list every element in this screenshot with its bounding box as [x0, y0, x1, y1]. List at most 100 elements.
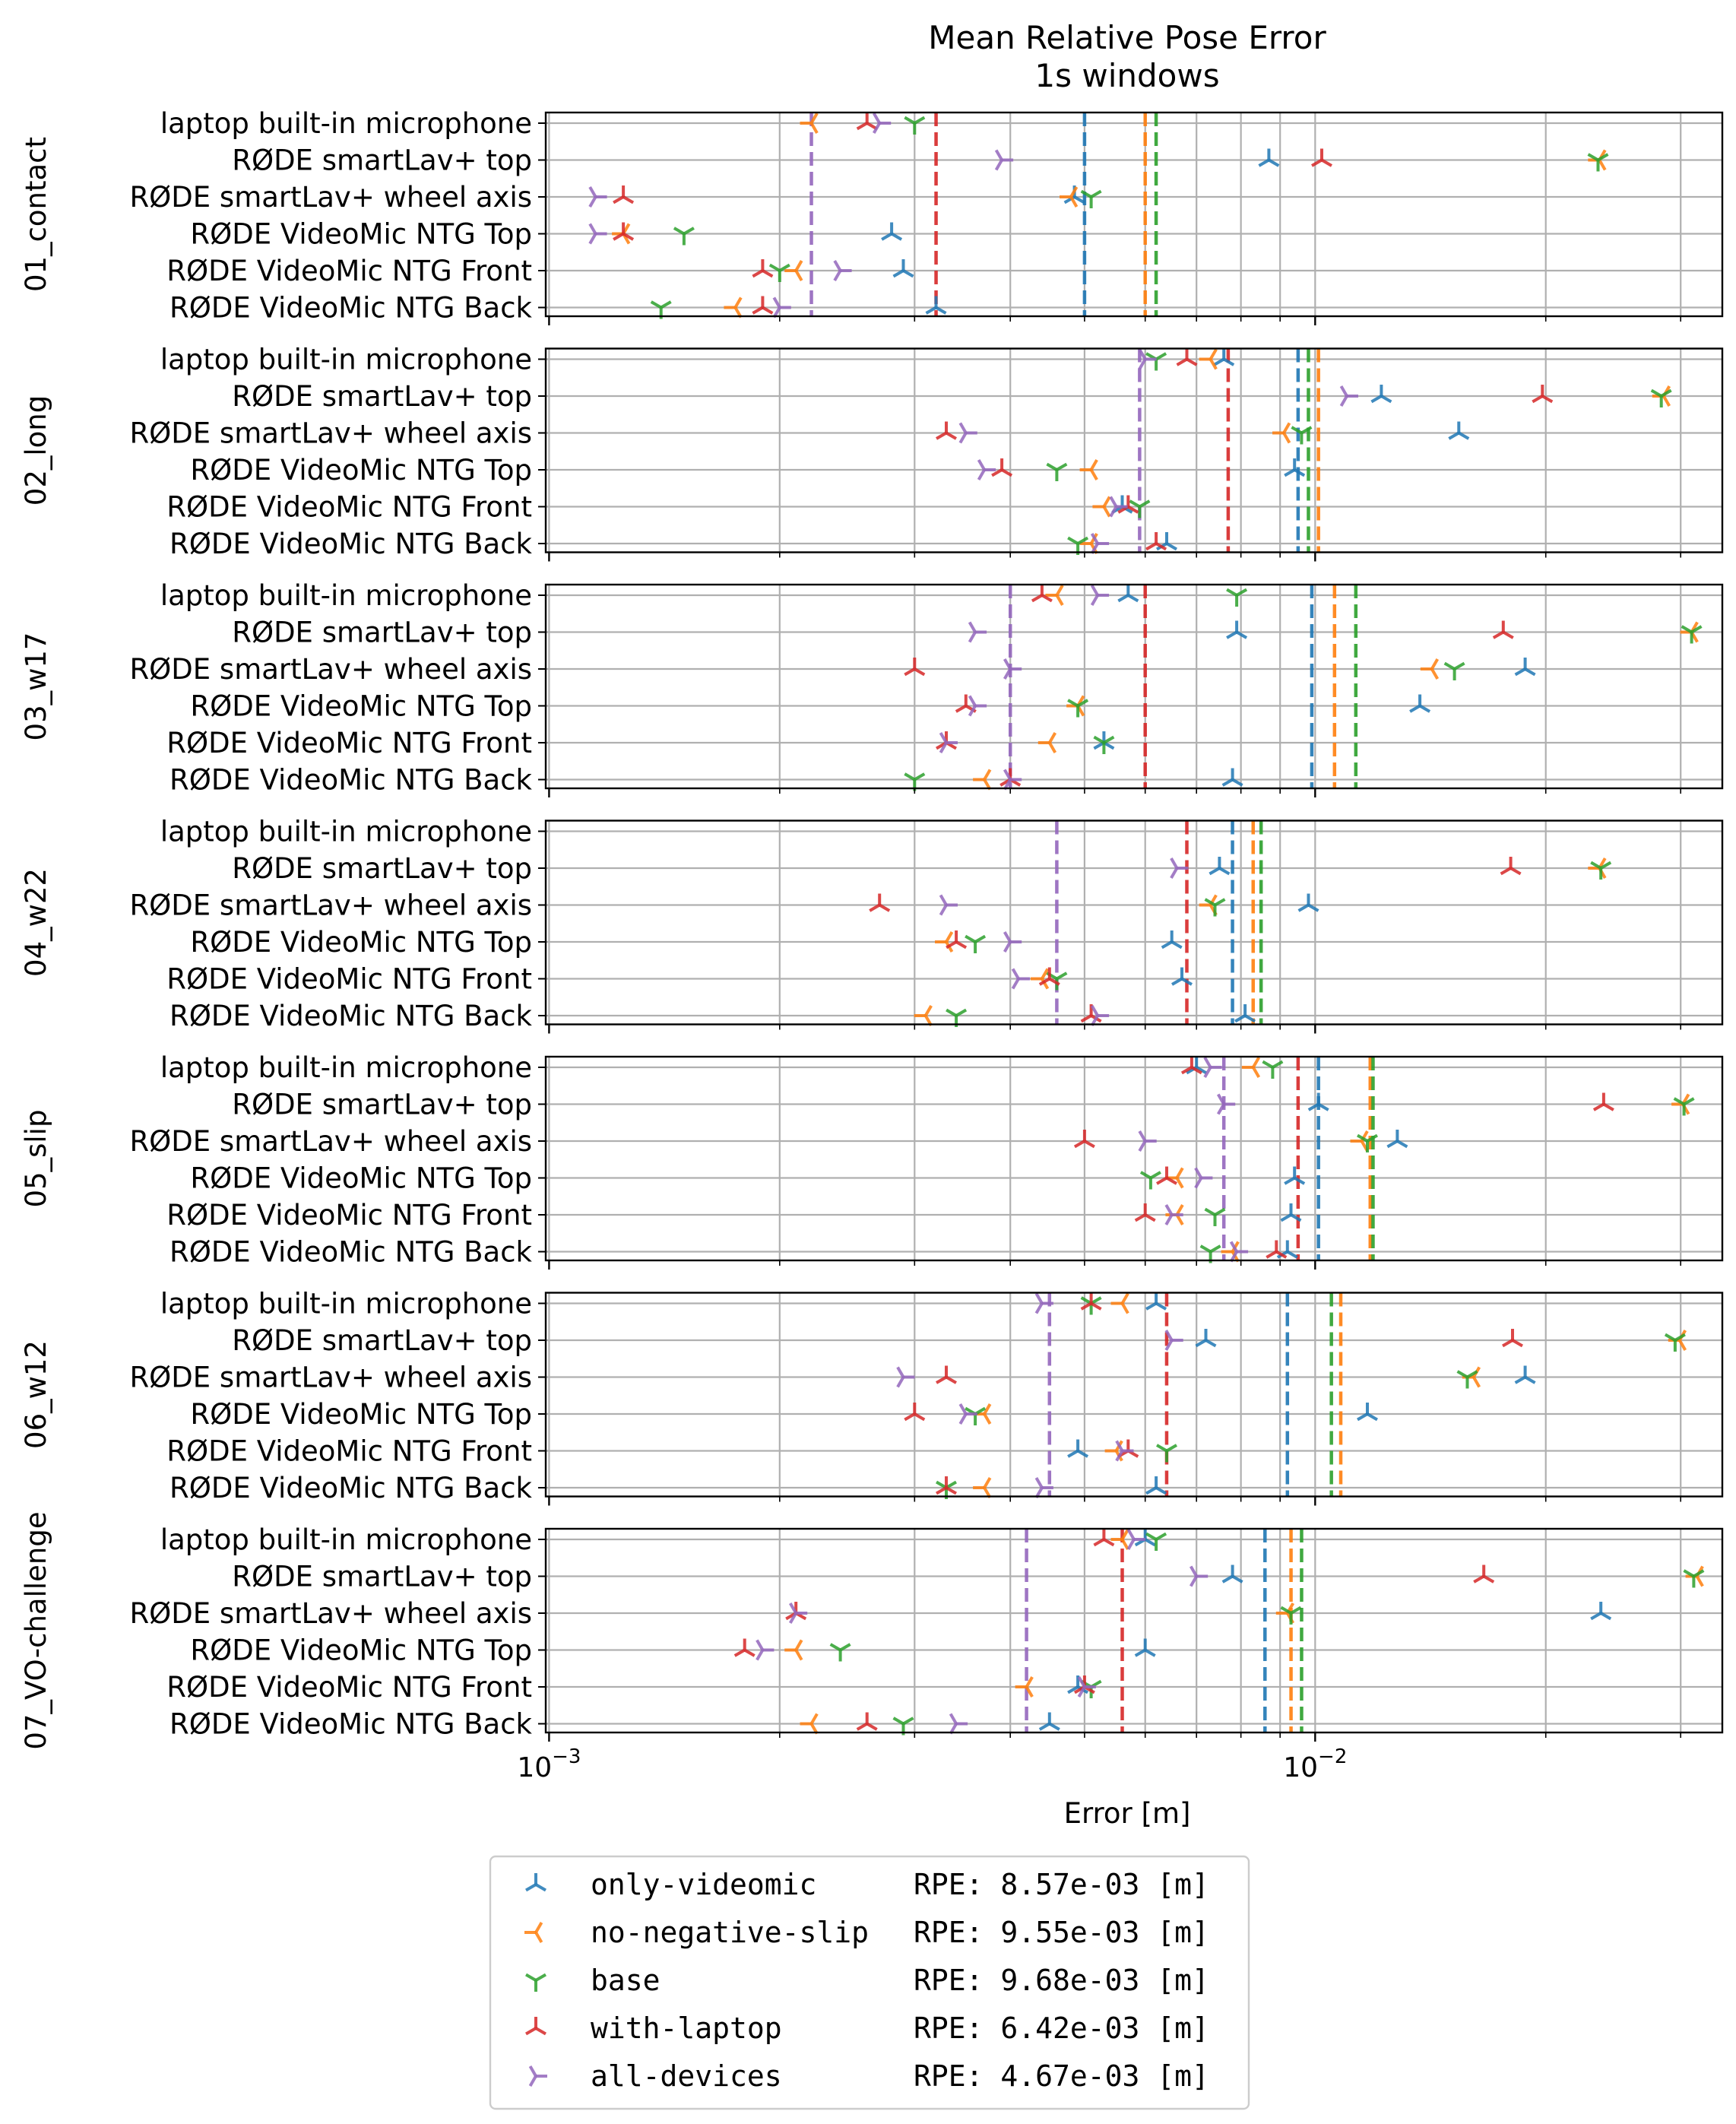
point-only-videomic: [1280, 1203, 1302, 1222]
point-with-laptop: [1176, 347, 1198, 366]
y-tick-label: RØDE VideoMic NTG Back: [169, 1708, 533, 1741]
y-tick-label: laptop built-in microphone: [160, 1051, 532, 1084]
point-all-devices: [1170, 858, 1189, 879]
y-tick-label: RØDE VideoMic NTG Front: [166, 1199, 532, 1232]
y-tick-label: RØDE smartLav+ top: [232, 852, 532, 885]
point-with-laptop: [946, 930, 968, 949]
point-all-devices: [1138, 1130, 1157, 1152]
point-all-devices: [994, 149, 1014, 171]
point-with-laptop: [1500, 857, 1522, 876]
x-tick-label: 10−3: [517, 1745, 581, 1783]
chart-title: Mean Relative Pose Error: [928, 19, 1326, 56]
point-all-devices: [1194, 1167, 1213, 1189]
group-label: 04_w22: [20, 868, 52, 977]
point-with-laptop: [936, 1365, 957, 1384]
point-all-devices: [872, 113, 892, 134]
panel-frame: [544, 1055, 1724, 1262]
point-only-videomic: [1213, 347, 1235, 366]
point-only-videomic: [1284, 1166, 1306, 1185]
point-base: [768, 263, 790, 282]
point-only-videomic: [1209, 857, 1231, 876]
point-base: [1291, 426, 1313, 445]
panel-06_w12: laptop built-in microphone RØDE smartLav+…: [20, 1288, 1724, 1506]
point-base: [1080, 1296, 1102, 1315]
legend-label: all-devices: [591, 2059, 782, 2093]
panel-frame: [544, 347, 1724, 553]
y-tick-label: laptop built-in microphone: [160, 816, 532, 848]
legend-rpe: RPE: 6.42e-03 [m]: [914, 2011, 1209, 2045]
legend-marker-no-negative-slip: [524, 1922, 543, 1943]
point-base: [1204, 1207, 1226, 1226]
point-all-devices: [939, 894, 958, 916]
point-base: [1129, 499, 1151, 518]
point-base: [1145, 1532, 1167, 1551]
legend-marker-base: [525, 1973, 546, 1992]
y-tick-label: RØDE VideoMic NTG Top: [190, 926, 532, 959]
point-only-videomic: [1514, 1365, 1536, 1384]
point-base: [1681, 625, 1703, 644]
point-with-laptop: [613, 222, 635, 241]
point-no-negative-slip: [1045, 585, 1064, 606]
point-base: [1139, 1171, 1161, 1190]
point-with-laptop: [904, 1403, 926, 1422]
group-label: 01_contact: [20, 137, 52, 292]
y-tick-label: RØDE VideoMic NTG Front: [166, 491, 532, 524]
point-only-videomic: [1226, 620, 1248, 639]
point-all-devices: [1090, 585, 1110, 606]
point-all-devices: [1109, 496, 1128, 518]
point-all-devices: [958, 422, 977, 444]
point-no-negative-slip: [800, 113, 819, 134]
y-tick-label: RØDE VideoMic NTG Back: [169, 528, 533, 560]
legend-marker-all-devices: [528, 2065, 547, 2087]
point-only-videomic: [881, 222, 903, 241]
legend-marker-with-laptop: [525, 2017, 546, 2036]
point-only-videomic: [1038, 1712, 1060, 1731]
group-label: 07_VO-challenge: [20, 1511, 52, 1749]
panel-frame: [544, 819, 1724, 1026]
y-tick-label: RØDE smartLav+ wheel axis: [129, 889, 532, 922]
legend-box: [489, 1855, 1250, 2110]
legend-label: no-negative-slip: [591, 1916, 869, 1949]
point-no-negative-slip: [1015, 1676, 1034, 1698]
point-base: [829, 1643, 851, 1662]
y-tick-label: RØDE VideoMic NTG Front: [166, 963, 532, 996]
x-axis-label: Error [m]: [1064, 1797, 1191, 1830]
point-all-devices: [1115, 1440, 1134, 1462]
point-all-devices: [1011, 968, 1030, 990]
point-base: [1357, 1133, 1378, 1152]
point-base: [1587, 153, 1609, 172]
panel-frame: [544, 583, 1724, 790]
point-only-videomic: [1145, 1292, 1167, 1311]
point-no-negative-slip: [784, 260, 803, 281]
point-with-laptop: [991, 458, 1013, 477]
point-base: [1093, 735, 1115, 754]
point-with-laptop: [869, 893, 891, 912]
point-base: [965, 1406, 987, 1425]
point-only-videomic: [1145, 1476, 1167, 1495]
panel-07_VO-challenge: laptop built-in microphone RØDE smartLav+…: [20, 1511, 1724, 1750]
point-all-devices: [788, 1603, 808, 1624]
y-tick-label: RØDE VideoMic NTG Front: [166, 727, 532, 759]
legend-label: base: [591, 1964, 661, 1997]
point-all-devices: [588, 223, 607, 245]
panel-02_long: laptop built-in microphone RØDE smartLav+…: [20, 344, 1724, 562]
y-tick-label: RØDE smartLav+ top: [232, 1561, 532, 1593]
point-only-videomic: [1357, 1403, 1378, 1422]
panel-frame: [544, 1292, 1724, 1498]
legend: only-videomic RPE: 8.57e-03 [m] no-negativ…: [489, 1855, 1250, 2110]
legend-rpe: RPE: 9.55e-03 [m]: [914, 1916, 1209, 1949]
point-all-devices: [896, 1366, 915, 1388]
y-tick-label: RØDE smartLav+ top: [232, 380, 532, 413]
legend-rpe: RPE: 8.57e-03 [m]: [914, 1868, 1209, 1901]
point-only-videomic: [1221, 768, 1243, 787]
y-tick-label: RØDE smartLav+ top: [232, 617, 532, 649]
y-tick-label: RØDE VideoMic NTG Back: [169, 1472, 533, 1504]
legend-label: only-videomic: [591, 1868, 816, 1901]
point-only-videomic: [892, 259, 914, 278]
point-no-negative-slip: [1079, 459, 1098, 480]
point-base: [1280, 1606, 1302, 1625]
y-tick-label: RØDE VideoMic NTG Back: [169, 1000, 533, 1032]
y-tick-label: RØDE smartLav+ top: [232, 144, 532, 177]
point-with-laptop: [936, 421, 957, 440]
